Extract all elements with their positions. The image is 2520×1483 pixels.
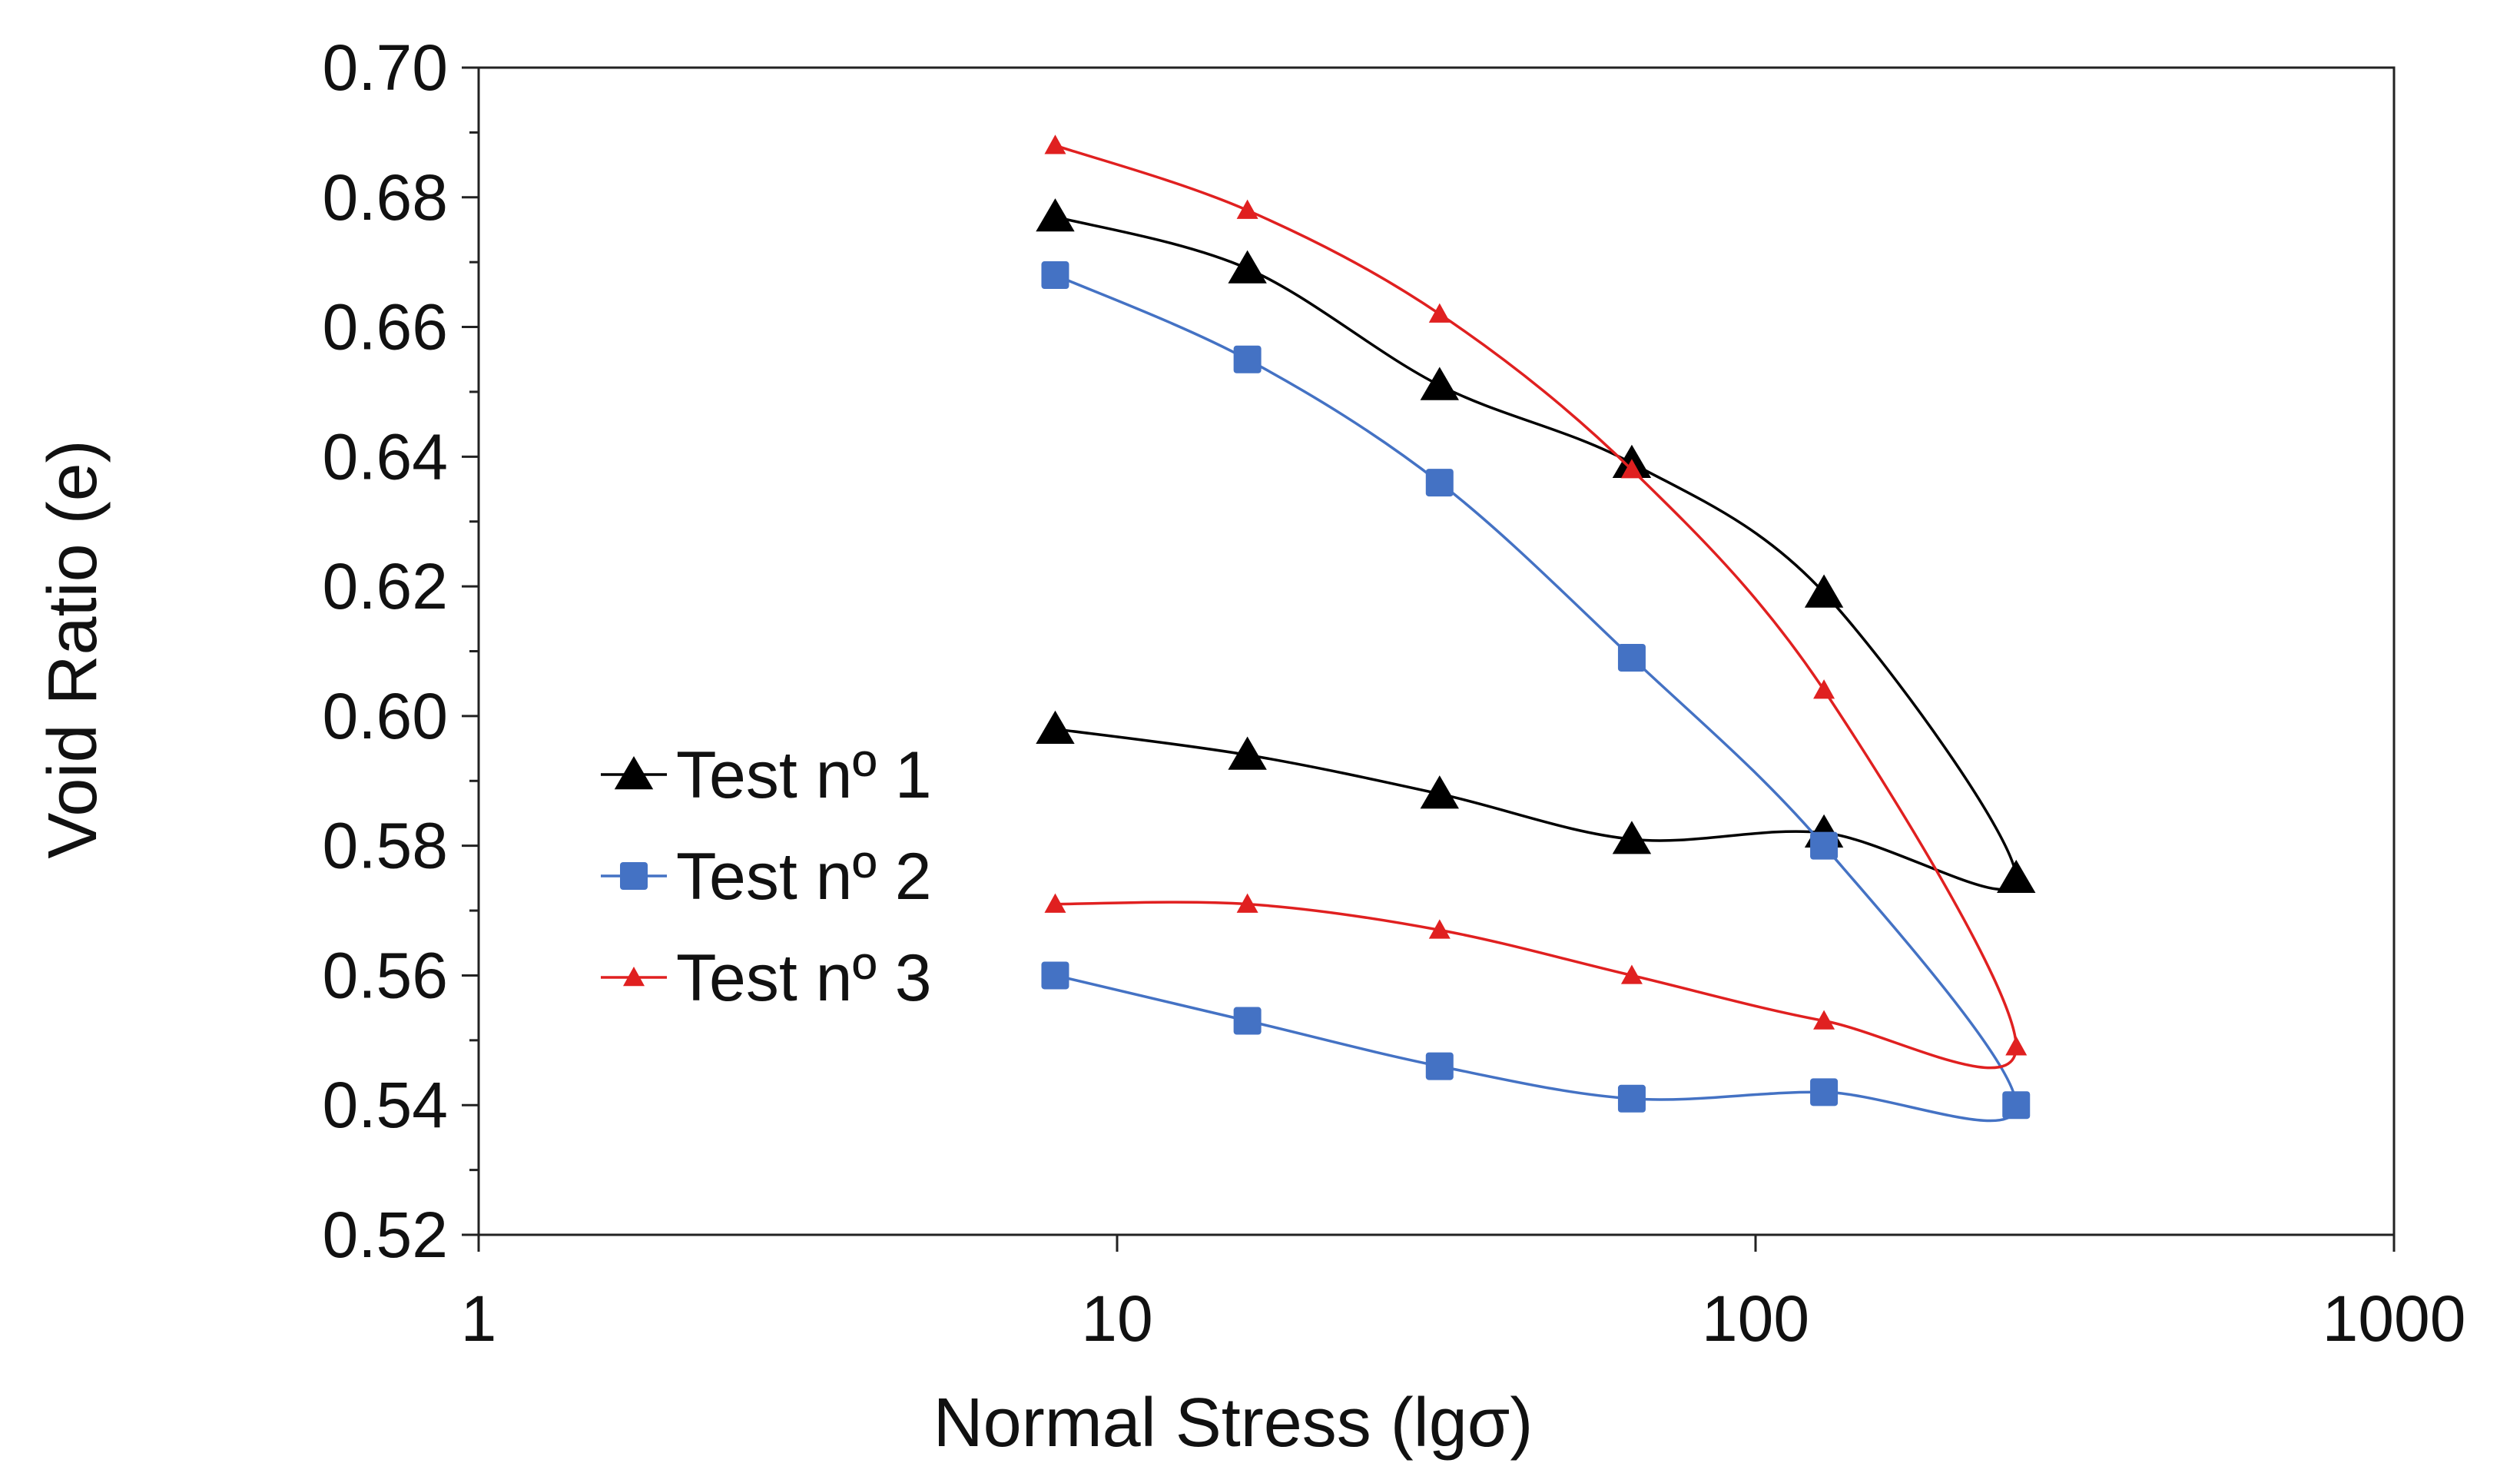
x-axis-ticks: 1 10 100 1000 (461, 1235, 2466, 1355)
series-1-point (1612, 821, 1652, 854)
series-2-point (1425, 469, 1454, 497)
series-2 (1041, 261, 2031, 1123)
series-2-point (1810, 831, 1839, 860)
legend-label-1: Test nº 1 (676, 738, 932, 812)
x-tick-label: 10 (1081, 1282, 1152, 1355)
series-1-point (1228, 250, 1267, 284)
series-3-point (1620, 459, 1643, 479)
series-2-point (1810, 1078, 1839, 1106)
series-1-point (1036, 198, 1075, 232)
legend-marker-1 (614, 756, 654, 790)
series-3-point (1428, 919, 1451, 939)
series-layer (1036, 134, 2036, 1123)
x-tick-label: 1 (461, 1282, 497, 1355)
series-1-point (1228, 736, 1267, 770)
y-axis-title: Void Ratio (e) (35, 440, 111, 858)
series-3-point (1813, 1010, 1835, 1030)
x-axis-title: Normal Stress (lgσ) (933, 1385, 1534, 1461)
y-tick-label: 0.62 (323, 550, 449, 622)
legend: Test nº 1 Test nº 2 Test nº 3 (601, 738, 932, 1015)
series-1-point (1997, 859, 2036, 894)
y-tick-label: 0.60 (323, 680, 449, 752)
series-3-point (1620, 964, 1643, 984)
series-3-point (1044, 893, 1066, 913)
series-1-point (1036, 710, 1075, 744)
legend-label-2: Test nº 2 (676, 840, 932, 914)
series-2-point (1617, 1084, 1646, 1113)
series-2-point (1617, 643, 1646, 672)
series-1-point (1420, 367, 1459, 400)
series-3-point (1236, 893, 1258, 913)
series-3-line (1054, 144, 2018, 1070)
series-3-point (1236, 199, 1258, 219)
y-tick-label: 0.52 (323, 1199, 449, 1271)
legend-label-3: Test nº 3 (676, 941, 932, 1015)
series-2-point (1041, 961, 1069, 990)
series-3 (1044, 134, 2028, 1070)
series-3-point (2005, 1036, 2028, 1056)
series-1-line (1055, 215, 2018, 891)
y-tick-label: 0.68 (323, 161, 449, 234)
y-tick-label: 0.56 (323, 939, 449, 1011)
y-tick-label: 0.64 (323, 420, 449, 493)
series-2-point (1425, 1052, 1454, 1080)
series-3-point (1428, 303, 1451, 323)
legend-marker-2 (620, 862, 648, 890)
series-3-point (1813, 679, 1835, 699)
y-tick-label: 0.58 (323, 810, 449, 882)
series-3-point (1044, 134, 1066, 154)
series-2-point (1041, 261, 1069, 290)
y-axis-ticks: 0.52 0.54 0.56 0.58 0.60 0.62 0.64 0.66 0.68 0.70 (323, 32, 479, 1271)
legend-marker-3 (623, 967, 645, 987)
x-tick-label: 1000 (2323, 1282, 2466, 1355)
y-tick-label: 0.54 (323, 1069, 449, 1141)
y-tick-label: 0.66 (323, 291, 449, 363)
series-1-point (1420, 775, 1459, 809)
x-tick-label: 100 (1702, 1282, 1809, 1355)
series-2-line (1054, 274, 2018, 1123)
series-2-point (1233, 345, 1262, 373)
series-2-point (1233, 1007, 1262, 1035)
y-tick-label: 0.70 (323, 32, 449, 104)
series-2-point (2002, 1091, 2031, 1120)
series-1-point (1804, 574, 1844, 608)
